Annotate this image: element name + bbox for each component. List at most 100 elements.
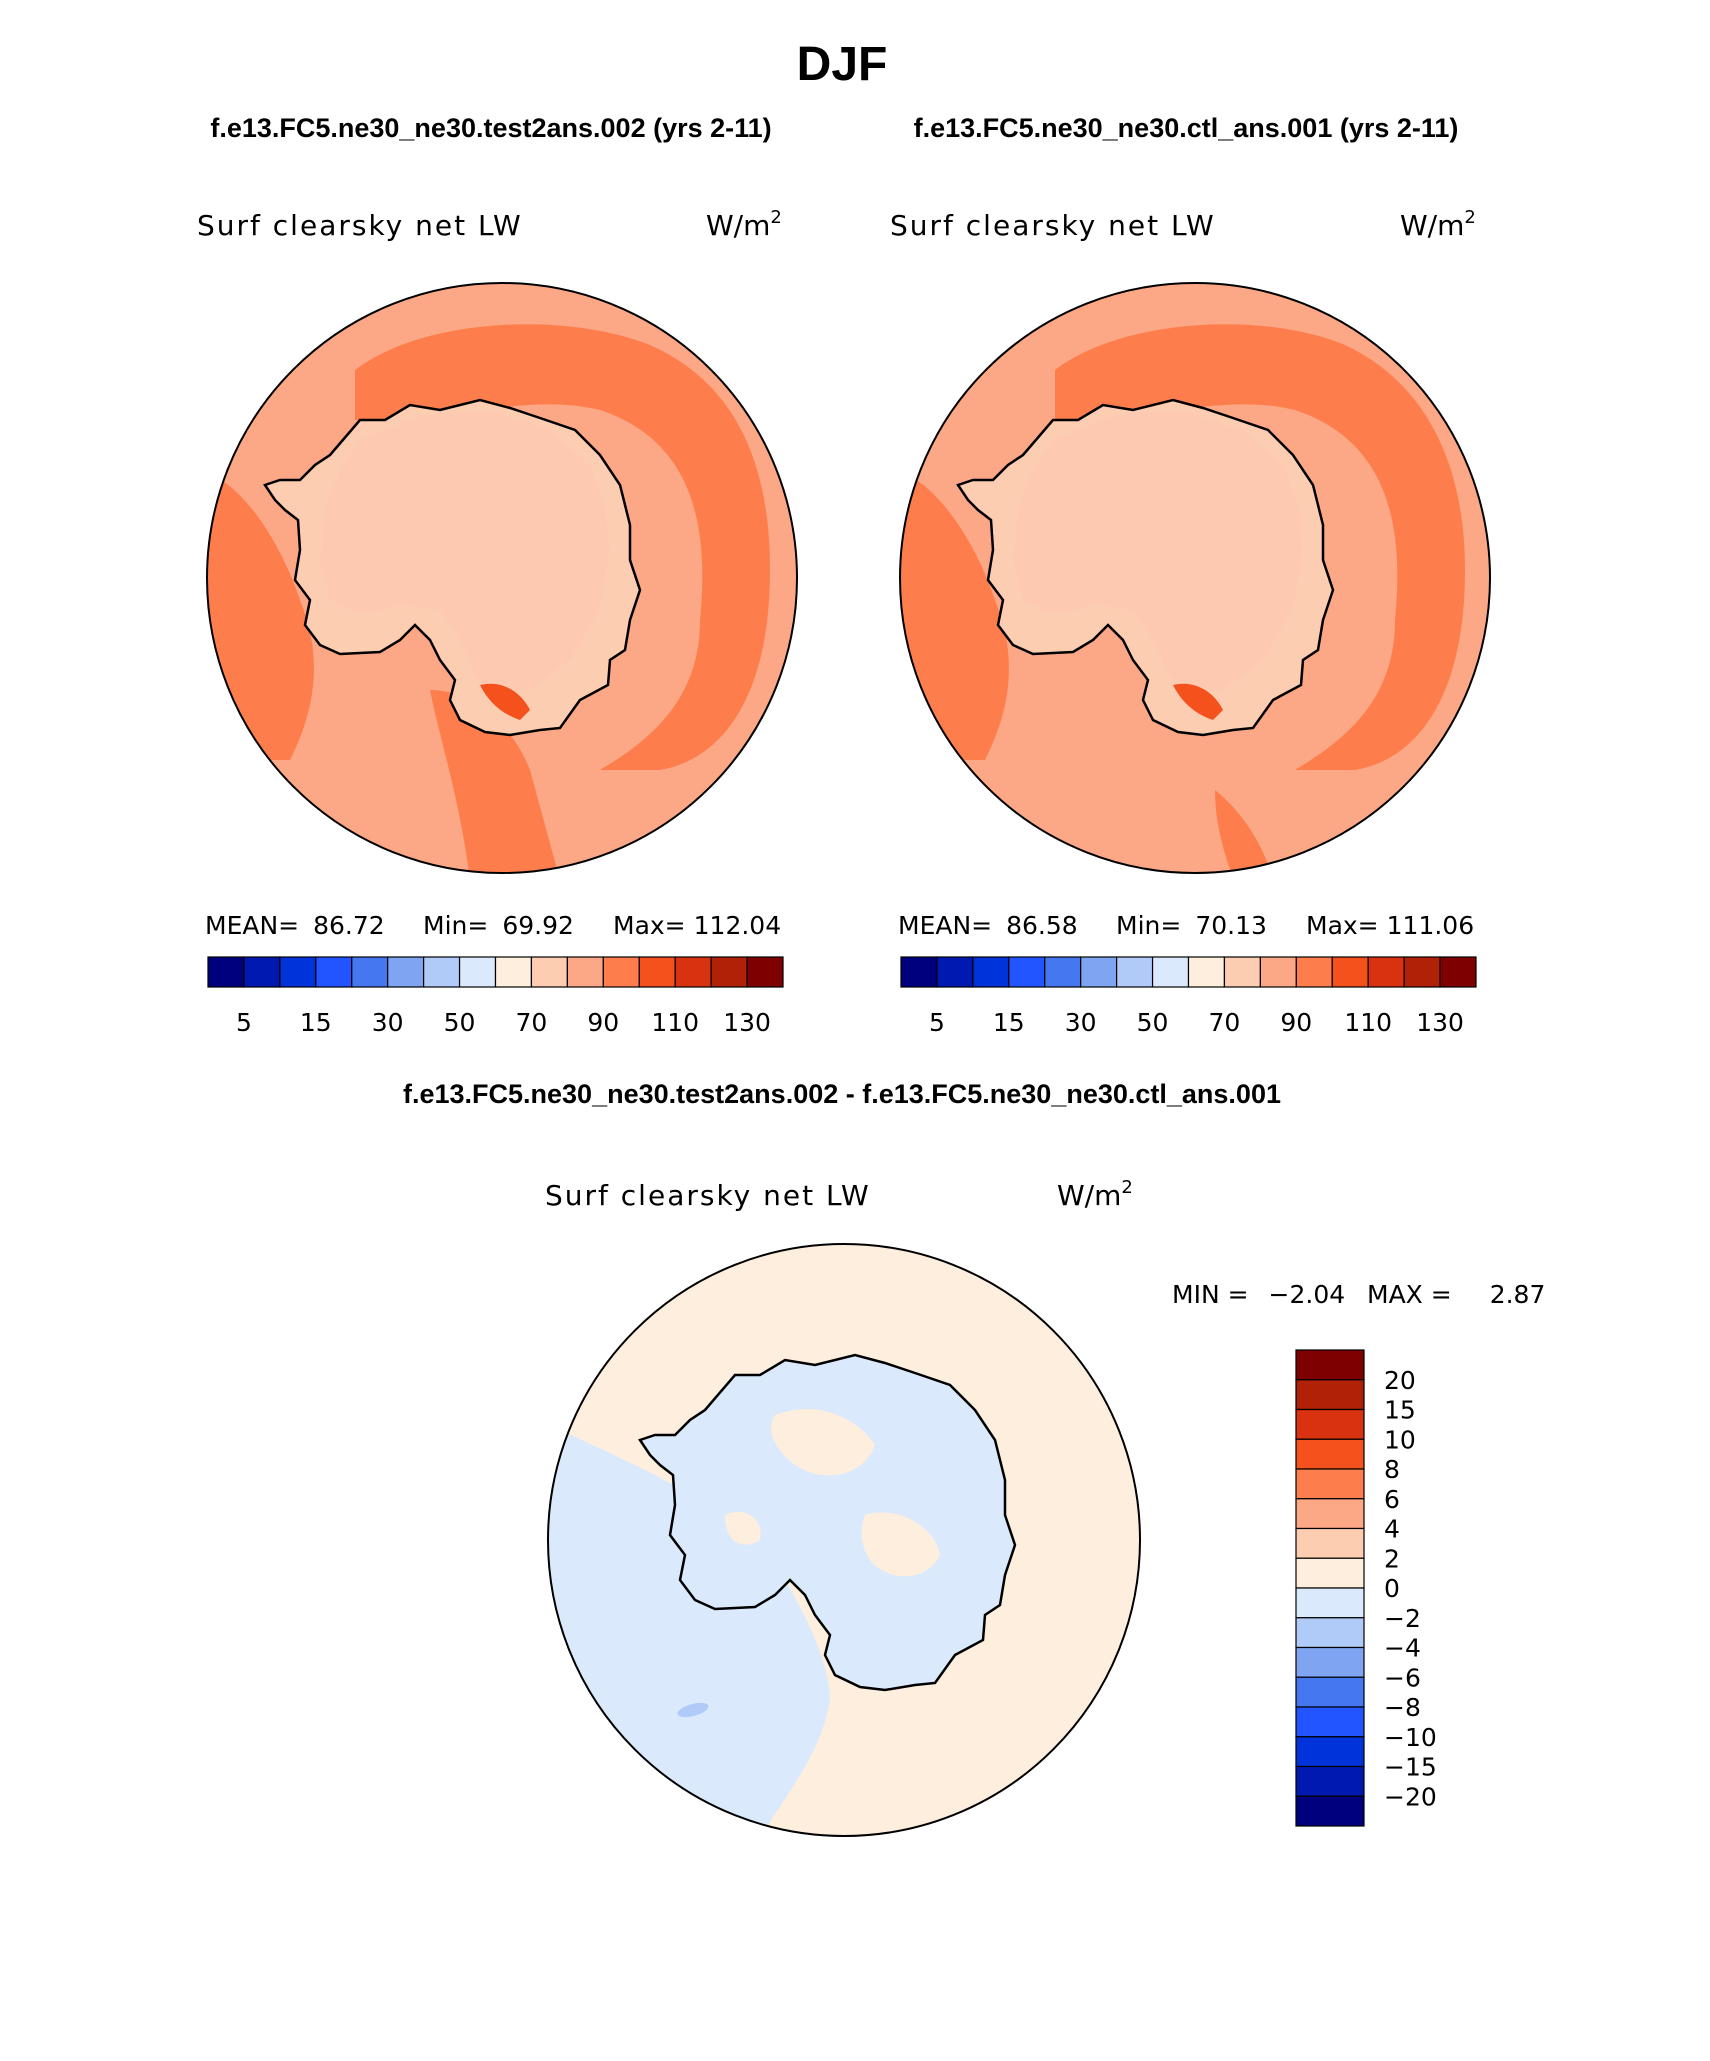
colorbar-swatch xyxy=(746,956,784,988)
colorbar-tick-label: 2 xyxy=(1384,1544,1400,1573)
map-bin-110-130 xyxy=(900,470,1009,760)
colorbar-swatch xyxy=(900,956,938,988)
panel-units-label: W/m2 xyxy=(1057,1177,1133,1212)
colorbar-case1: 5 15 30 50 70 90 110 130 xyxy=(207,956,784,1037)
map-diff-pos-patch xyxy=(771,1409,875,1476)
colorbar-tick-label: −6 xyxy=(1384,1663,1421,1692)
colorbar-tick-label: 90 xyxy=(1280,1008,1312,1037)
panel-variable-label: Surf clearsky net LW xyxy=(197,209,523,242)
colorbar-swatch xyxy=(243,956,281,988)
colorbar-tick-label: 50 xyxy=(444,1008,476,1037)
colorbar-swatch xyxy=(674,956,712,988)
colorbar-tick-label: 110 xyxy=(651,1008,699,1037)
colorbar-swatch xyxy=(936,956,974,988)
colorbar-swatch xyxy=(494,956,533,988)
colorbar-tick-label: −2 xyxy=(1384,1604,1421,1633)
colorbar-tick-label: 50 xyxy=(1137,1008,1169,1037)
map-frame xyxy=(899,282,1491,874)
colorbar-swatch xyxy=(1259,956,1297,988)
polar-map xyxy=(548,1244,1140,1836)
colorbar-tick-label: 10 xyxy=(1384,1425,1416,1454)
season-title: DJF xyxy=(797,38,888,91)
map-bin-130-150 xyxy=(1173,683,1223,720)
colorbar-tick-label: 70 xyxy=(516,1008,548,1037)
colorbar-tick-label: 4 xyxy=(1384,1515,1400,1544)
map-bin-110-130 xyxy=(430,690,560,873)
colorbar-swatch xyxy=(1295,1765,1365,1797)
colorbar-tick-label: 130 xyxy=(723,1008,771,1037)
map-bin-110-130 xyxy=(1055,324,1465,770)
stat-min: Min= 69.92 xyxy=(423,911,574,940)
colorbar-swatch xyxy=(602,956,640,988)
stat-max: Max= 112.04 xyxy=(613,911,781,940)
stat-mean: MEAN= 86.72 xyxy=(205,911,385,940)
colorbar-tick-label: 30 xyxy=(1065,1008,1097,1037)
colorbar-tick-label: 5 xyxy=(929,1008,945,1037)
panel-difference: Surf clearsky net LW W/m2 MIN = −2.04 MAX… xyxy=(545,1177,1545,1837)
colorbar-swatch xyxy=(1403,956,1441,988)
colorbar-tick-label: 8 xyxy=(1384,1455,1400,1484)
colorbar-swatch xyxy=(1331,956,1369,988)
stat-min: MIN = −2.04 xyxy=(1172,1280,1345,1309)
panel-case2: Surf clearsky net LW W/m2 MEAN= 86.58 Min… xyxy=(890,207,1491,1037)
colorbar-tick-label: −8 xyxy=(1384,1693,1421,1722)
colorbar-swatch xyxy=(1295,1587,1365,1619)
colorbar-swatch xyxy=(1295,1527,1365,1559)
colorbar-tick-label: 0 xyxy=(1384,1574,1400,1603)
colorbar-swatch xyxy=(1295,1676,1365,1708)
colorbar-swatch xyxy=(1295,1408,1365,1440)
colorbar-swatch xyxy=(1187,956,1226,988)
map-bin-110-130 xyxy=(355,324,770,770)
map-frame xyxy=(206,282,798,874)
colorbar-swatch xyxy=(566,956,604,988)
colorbar-swatch xyxy=(1367,956,1405,988)
colorbar-tick-label: 15 xyxy=(993,1008,1025,1037)
colorbar-tick-label: 110 xyxy=(1344,1008,1392,1037)
map-diff-neg2-patch xyxy=(677,1702,709,1718)
colorbar-swatch xyxy=(1295,1795,1365,1827)
colorbar-swatch xyxy=(1008,956,1046,988)
colorbar-swatch xyxy=(1151,956,1190,988)
colorbar-tick-label: 5 xyxy=(236,1008,252,1037)
colorbar-swatch xyxy=(1295,1498,1365,1530)
colorbar-swatch xyxy=(530,956,568,988)
colorbar-tick-label: 15 xyxy=(300,1008,332,1037)
colorbar-tick-label: 20 xyxy=(1384,1366,1416,1395)
colorbar-swatch xyxy=(972,956,1010,988)
colorbar-swatch xyxy=(1044,956,1082,988)
case2-title: f.e13.FC5.ne30_ne30.ctl_ans.001 (yrs 2-1… xyxy=(914,113,1459,143)
diff-title: f.e13.FC5.ne30_ne30.test2ans.002 - f.e13… xyxy=(403,1079,1281,1109)
colorbar-tick-label: 130 xyxy=(1416,1008,1464,1037)
colorbar-tick-label: −4 xyxy=(1384,1634,1421,1663)
colorbar-swatch xyxy=(387,956,425,988)
map-bin-110-130 xyxy=(1215,790,1270,870)
panel-units-label: W/m2 xyxy=(706,207,782,242)
colorbar-swatch xyxy=(710,956,748,988)
panel-units-label: W/m2 xyxy=(1400,207,1476,242)
colorbar-swatch xyxy=(1295,1468,1365,1500)
colorbar-tick-label: 90 xyxy=(587,1008,619,1037)
colorbar-tick-label: −20 xyxy=(1384,1782,1437,1811)
colorbar-swatch xyxy=(1295,1438,1365,1470)
map-bin-130-150 xyxy=(480,683,530,720)
stat-mean: MEAN= 86.58 xyxy=(898,911,1078,940)
colorbar-swatch xyxy=(1295,1379,1365,1411)
colorbar-swatch xyxy=(1116,956,1154,988)
colorbar-tick-label: −15 xyxy=(1384,1753,1437,1782)
map-diff-pos-patch xyxy=(725,1511,761,1545)
stat-max: Max= 111.06 xyxy=(1306,911,1474,940)
panel-variable-label: Surf clearsky net LW xyxy=(890,209,1216,242)
polar-map xyxy=(207,283,797,873)
colorbar-swatch xyxy=(279,956,317,988)
map-diff-pos-patch xyxy=(861,1512,940,1577)
polar-map xyxy=(900,283,1490,873)
colorbar-tick-label: −10 xyxy=(1384,1723,1437,1752)
colorbar-swatch xyxy=(1295,1706,1365,1738)
colorbar-swatch xyxy=(207,956,245,988)
colorbar-swatch xyxy=(1295,1617,1365,1649)
colorbar-swatch xyxy=(1295,1736,1365,1768)
colorbar-swatch xyxy=(1295,1646,1365,1678)
stat-max: MAX = 2.87 xyxy=(1367,1280,1545,1309)
